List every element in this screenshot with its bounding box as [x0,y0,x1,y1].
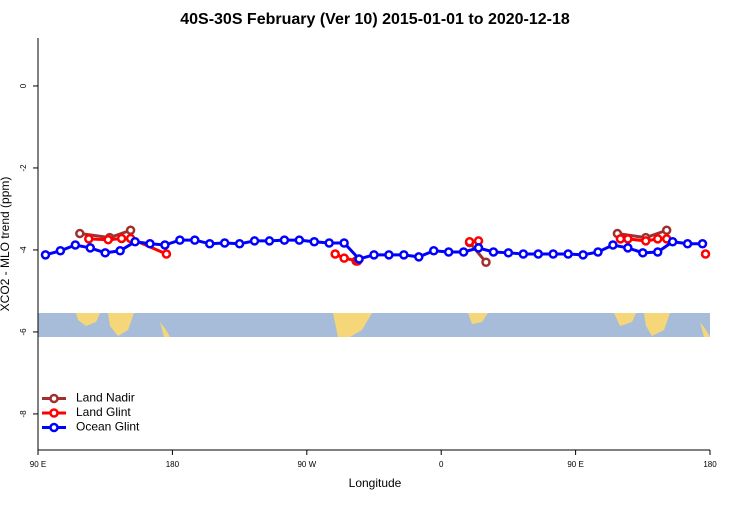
data-point [70,240,81,250]
x-axis-label: Longitude [349,476,402,490]
data-point [369,250,379,260]
data-point [682,239,693,249]
y-tick-label: -2 [19,164,28,172]
y-tick-label: -8 [19,410,28,418]
legend-label: Land Nadir [76,391,135,405]
data-point [623,234,633,244]
data-point [638,248,648,258]
data-point [55,246,66,256]
data-point [700,249,711,259]
data-point [481,257,491,267]
y-tick-label: 0 [19,83,28,88]
data-point [399,250,409,260]
data-point [175,235,185,245]
data-point [615,234,626,244]
data-point [85,243,96,253]
data-point [160,240,170,250]
data-point [428,246,439,256]
data-point [443,247,454,257]
data-point [473,243,484,253]
data-point [339,253,349,263]
data-point [488,247,499,257]
legend-marker [49,393,59,404]
data-point [354,254,364,264]
data-point [264,236,275,246]
data-point [161,249,172,259]
data-point [100,248,110,258]
data-point [84,234,94,244]
data-point [279,235,290,245]
data-point [503,248,514,258]
data-point [309,236,320,247]
x-tick-label: 90 E [30,460,46,469]
x-tick-label: 90 E [567,460,583,469]
legend-marker [49,408,59,418]
map-band [38,313,710,337]
x-tick-label: 180 [703,460,717,469]
data-point [661,225,672,236]
data-point [190,235,200,245]
data-point [115,246,125,256]
data-point [384,250,394,260]
data-point [330,249,340,259]
data-point [652,234,663,244]
data-point [593,247,603,257]
data-point [518,249,529,259]
legend-label: Ocean Glint [76,420,140,434]
legend-marker [49,422,59,433]
data-point [548,249,558,259]
data-point [130,236,140,247]
y-tick-label: -6 [19,328,28,336]
data-point [339,238,349,248]
data-point [667,236,678,247]
data-point [578,250,588,260]
x-tick-label: 0 [439,460,444,469]
data-point [464,236,475,247]
data-point [652,247,663,257]
data-point [697,239,708,249]
y-tick-label: -4 [19,246,28,254]
data-point [623,243,633,253]
chart-title: 40S-30S February (Ver 10) 2015-01-01 to … [180,11,570,28]
data-point [533,249,544,259]
data-point [103,234,113,245]
data-point [125,225,136,236]
data-point [40,250,51,260]
legend-label: Land Glint [76,405,131,419]
data-point [116,233,127,244]
data-point [563,249,573,259]
data-point [234,239,245,249]
data-point [294,235,305,245]
y-axis-label: XCO2 - MLO trend (ppm) [0,177,12,312]
data-point [458,247,469,257]
data-point [219,238,230,248]
data-point [641,236,651,246]
data-point [324,238,334,248]
data-point [145,239,155,249]
x-tick-label: 90 W [297,460,316,469]
data-point [75,228,85,239]
data-point [414,252,424,262]
data-point [249,236,260,246]
data-point [204,239,215,249]
data-point [608,240,618,250]
x-tick-label: 180 [166,460,180,469]
